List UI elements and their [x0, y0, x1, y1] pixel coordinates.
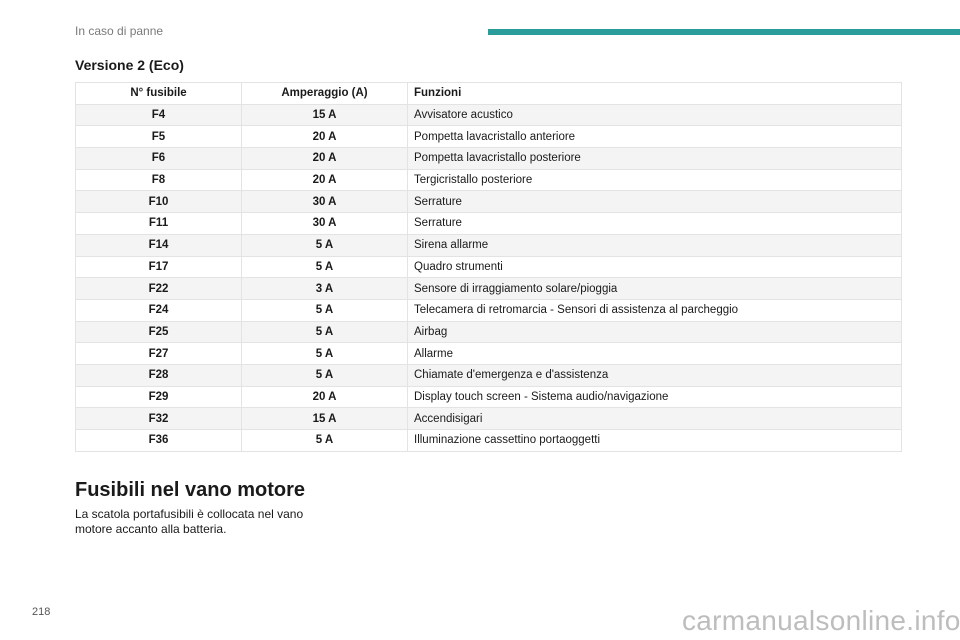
function-cell: Avvisatore acustico — [407, 103, 902, 127]
function-cell: Pompetta lavacristallo anteriore — [407, 125, 902, 149]
function-cell: Quadro strumenti — [407, 255, 902, 279]
function-cell: Airbag — [407, 320, 902, 344]
fuse-table: N° fusibile Amperaggio (A) Funzioni F4 15… — [75, 82, 902, 452]
fuse-number-cell: F17 — [75, 255, 242, 279]
amperage-cell: 20 A — [241, 147, 408, 170]
amperage-cell: 30 A — [241, 190, 408, 214]
amperage-cell: 5 A — [241, 255, 408, 279]
table-row: F17 5 A Quadro strumenti — [75, 255, 902, 279]
function-cell: Sirena allarme — [407, 233, 902, 257]
amperage-cell: 20 A — [241, 385, 408, 409]
table-row: F25 5 A Airbag — [75, 320, 902, 344]
function-cell: Chiamate d'emergenza e d'assistenza — [407, 363, 902, 387]
table-row: F28 5 A Chiamate d'emergenza e d'assistenz… — [75, 363, 902, 387]
fuse-number-cell: F25 — [75, 320, 242, 344]
amperage-cell: 5 A — [241, 429, 408, 452]
fuse-number-cell: F6 — [75, 147, 242, 170]
amperage-cell: 20 A — [241, 168, 408, 192]
function-cell: Telecamera di retromarcia - Sensori di a… — [407, 298, 902, 322]
table-row: F22 3 A Sensore di irraggiamento solare/pi… — [75, 277, 902, 300]
fuse-number-cell: F27 — [75, 342, 242, 365]
table-row: F36 5 A Illuminazione cassettino portaogge… — [75, 429, 902, 452]
table-row: F32 15 A Accendisigari — [75, 407, 902, 430]
amperage-cell: 15 A — [241, 103, 408, 127]
table-row: F11 30 A Serrature — [75, 212, 902, 235]
fuse-number-cell: F4 — [75, 103, 242, 127]
fuse-number-cell: F8 — [75, 168, 242, 192]
table-row: F27 5 A Allarme — [75, 342, 902, 365]
table-row: F29 20 A Display touch screen - Sistema au… — [75, 385, 902, 409]
amperage-cell: 3 A — [241, 277, 408, 300]
watermark: carmanualsonline.info — [682, 605, 960, 636]
table-row: F10 30 A Serrature — [75, 190, 902, 214]
engine-fuses-text: La scatola portafusibili è collocata nel… — [75, 507, 304, 536]
amperage-cell: 5 A — [241, 298, 408, 322]
fuse-number-cell: F24 — [75, 298, 242, 322]
amperage-cell: 5 A — [241, 363, 408, 387]
amperage-cell: 20 A — [241, 125, 408, 149]
function-cell: Pompetta lavacristallo posteriore — [407, 147, 902, 170]
amperage-cell: 15 A — [241, 407, 408, 430]
table-row: F5 20 A Pompetta lavacristallo anteriore — [75, 125, 902, 149]
amperage-cell: 30 A — [241, 212, 408, 235]
function-cell: Sensore di irraggiamento solare/pioggia — [407, 277, 902, 300]
header-accent-bar — [488, 29, 960, 35]
header-section-title: In caso di panne — [75, 24, 164, 38]
amperage-cell: 5 A — [241, 320, 408, 344]
function-cell: Tergicristallo posteriore — [407, 168, 902, 192]
fuse-number-cell: F11 — [75, 212, 242, 235]
function-cell: Display touch screen - Sistema audio/nav… — [407, 385, 902, 409]
fuse-number-cell: F36 — [75, 429, 242, 452]
page-number: 218 — [32, 606, 51, 618]
table-row: F14 5 A Sirena allarme — [75, 233, 902, 257]
fuse-table-body: F4 15 A Avvisatore acustico F5 20 A Pompetta … — [75, 103, 902, 452]
fuse-number-cell: F28 — [75, 363, 242, 387]
table-row: F4 15 A Avvisatore acustico — [75, 103, 902, 127]
fuse-number-cell: F5 — [75, 125, 242, 149]
fuse-number-cell: F22 — [75, 277, 242, 300]
function-cell: Allarme — [407, 342, 902, 365]
function-cell: Serrature — [407, 212, 902, 235]
fuse-number-cell: F32 — [75, 407, 242, 430]
function-cell: Accendisigari — [407, 407, 902, 430]
amperage-cell: 5 A — [241, 233, 408, 257]
table-row: F8 20 A Tergicristallo posteriore — [75, 168, 902, 192]
header-amperage: Amperaggio (A) — [241, 82, 408, 105]
engine-fuses-heading: Fusibili nel vano motore — [75, 479, 306, 501]
table-header-row: N° fusibile Amperaggio (A) Funzioni — [75, 82, 902, 105]
header-functions: Funzioni — [407, 82, 902, 105]
fuse-number-cell: F14 — [75, 233, 242, 257]
function-cell: Serrature — [407, 190, 902, 214]
amperage-cell: 5 A — [241, 342, 408, 365]
table-row: F6 20 A Pompetta lavacristallo posteriore — [75, 147, 902, 170]
fuse-number-cell: F29 — [75, 385, 242, 409]
table-title: Versione 2 (Eco) — [75, 57, 184, 73]
header-fuse-number: N° fusibile — [75, 82, 242, 105]
fuse-number-cell: F10 — [75, 190, 242, 214]
function-cell: Illuminazione cassettino portaoggetti — [407, 429, 902, 452]
table-row: F24 5 A Telecamera di retromarcia - Sensor… — [75, 298, 902, 322]
